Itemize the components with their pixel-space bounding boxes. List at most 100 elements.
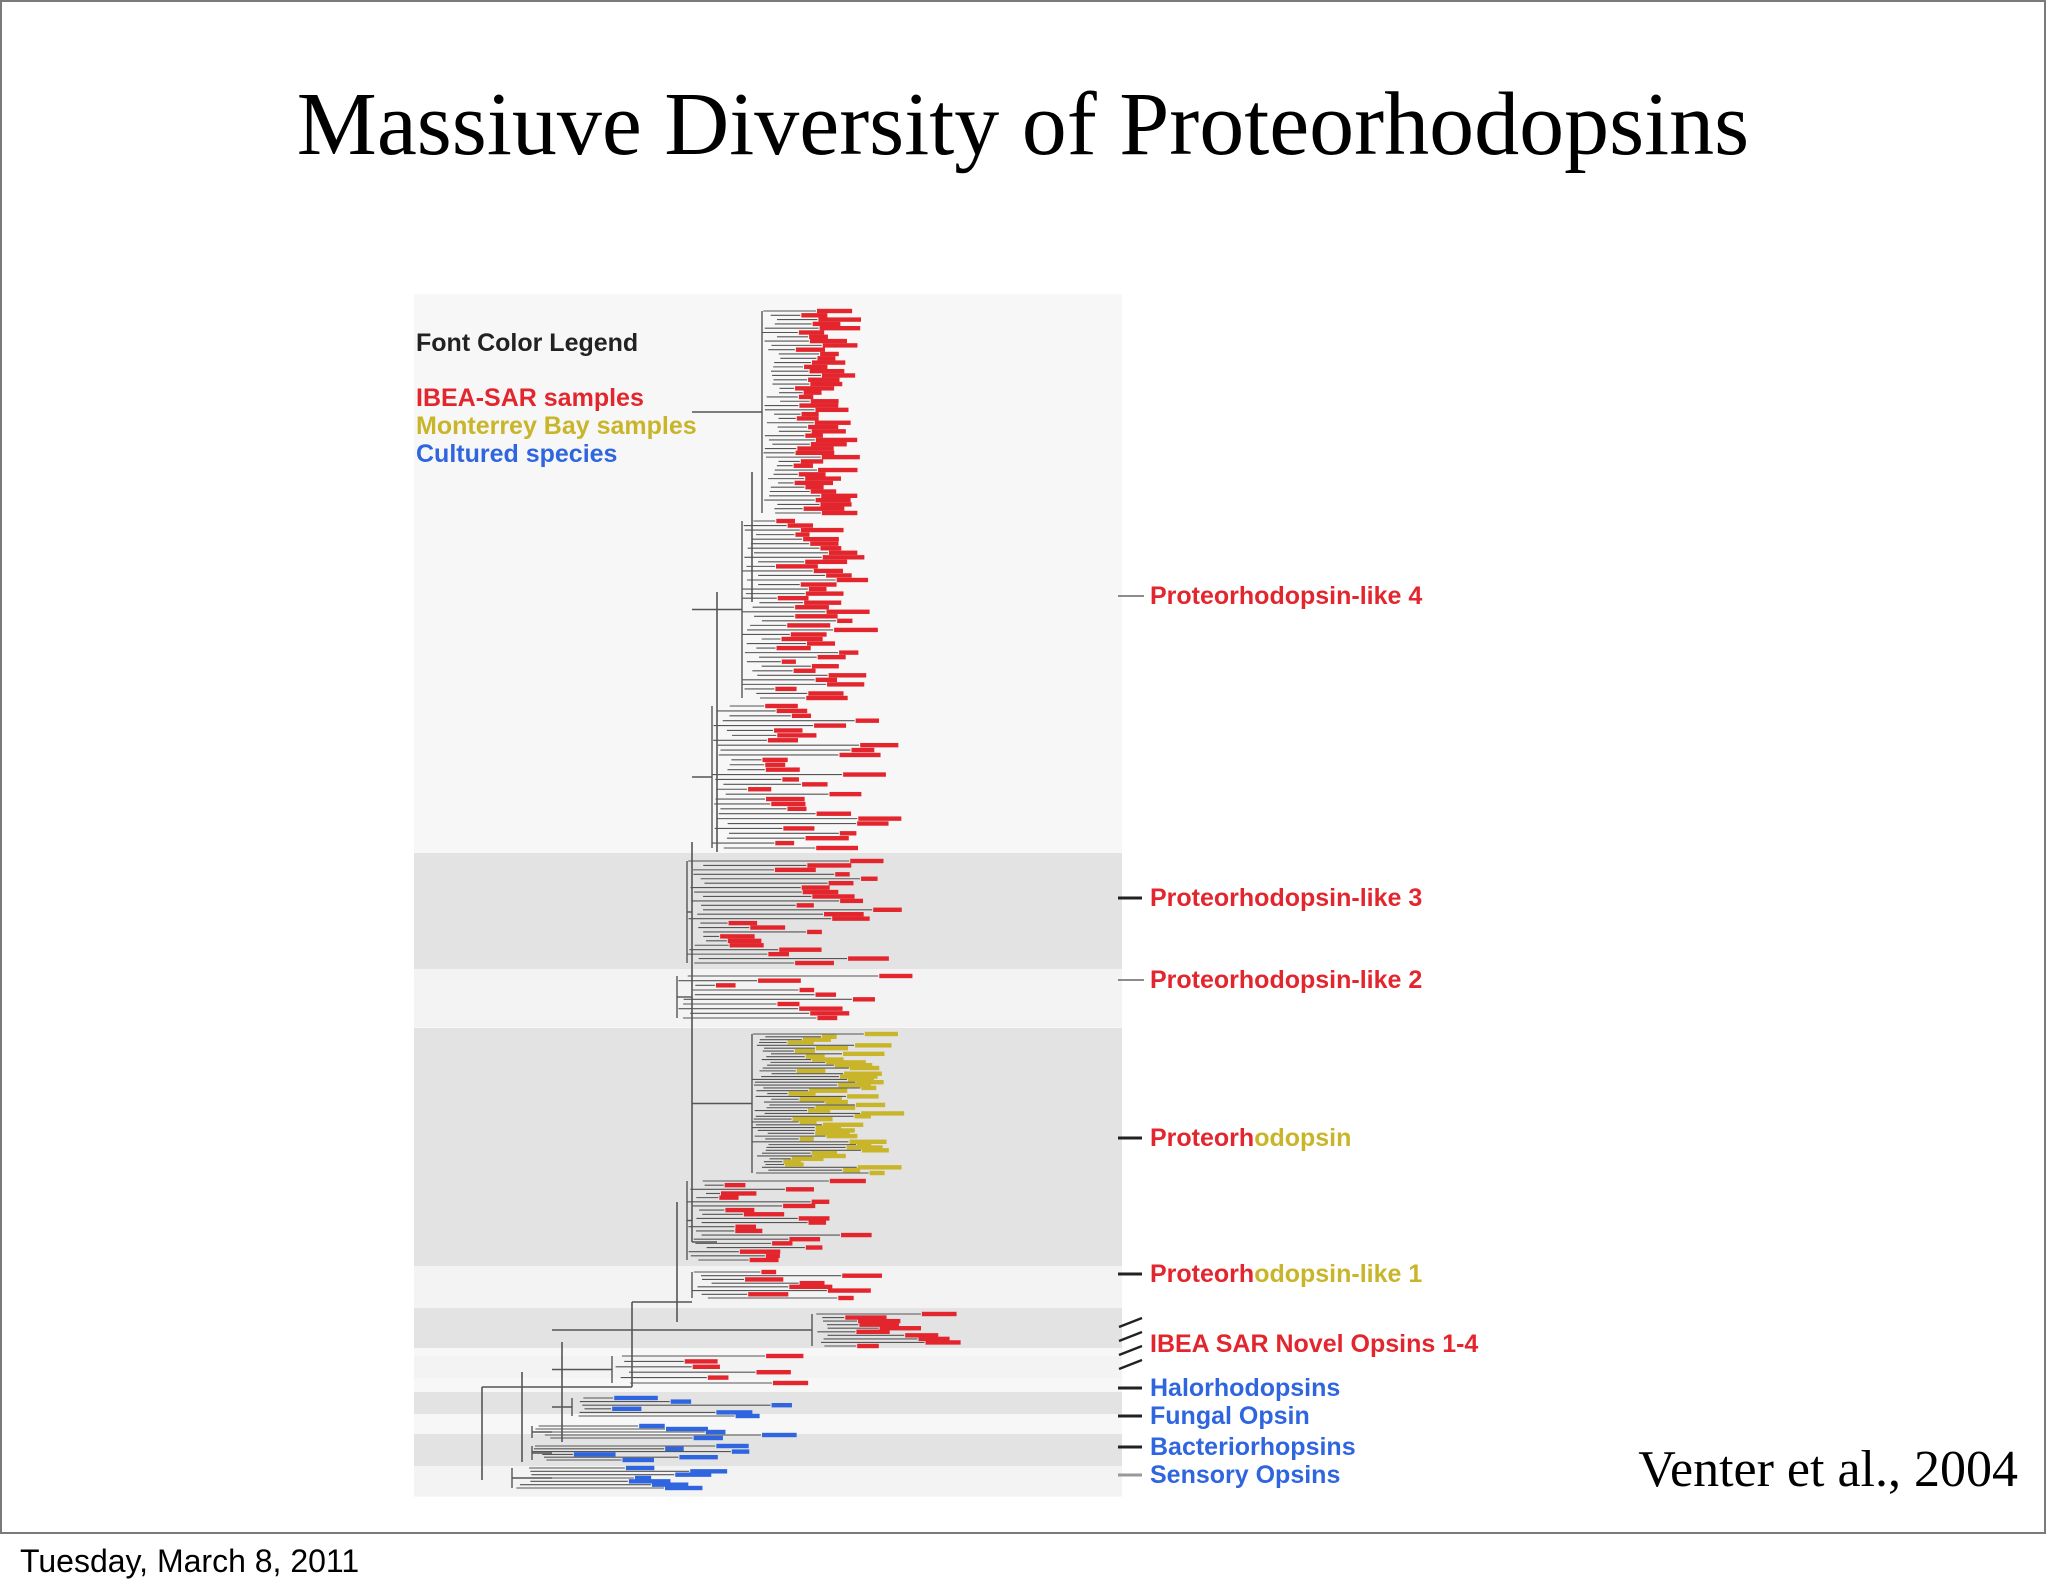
tip-label-mark xyxy=(850,858,884,864)
tip-label-mark xyxy=(838,1082,871,1088)
tip-label-mark xyxy=(810,489,837,494)
tip-label-mark xyxy=(818,317,862,322)
clade-label-part: Halorhodopsins xyxy=(1150,1374,1340,1402)
tip-label-mark xyxy=(808,691,844,696)
tip-label-mark xyxy=(796,903,814,908)
tip-label-mark xyxy=(809,334,828,339)
tip-label-mark xyxy=(799,987,815,993)
tip-label-mark xyxy=(745,1277,784,1282)
tree-tip-labels xyxy=(573,308,961,1491)
tip-label-mark xyxy=(768,951,789,957)
tip-label-mark xyxy=(715,983,736,988)
tip-label-mark xyxy=(801,885,830,890)
clade-label-part: Proteorh xyxy=(1150,1260,1254,1288)
tip-label-mark xyxy=(802,1037,831,1042)
tip-label-mark xyxy=(852,997,875,1002)
tip-label-mark xyxy=(731,1449,750,1454)
clade-cluster-sensory xyxy=(511,1467,690,1489)
tip-label-mark xyxy=(857,821,889,826)
tip-label-mark xyxy=(799,1280,825,1286)
tip-label-mark xyxy=(767,738,799,743)
tip-label-mark xyxy=(815,1125,842,1130)
tip-label-mark xyxy=(807,641,836,646)
tip-label-mark xyxy=(851,747,875,753)
tip-label-mark xyxy=(762,1432,797,1438)
clade-label-part: Bacteriorhopsins xyxy=(1150,1433,1356,1461)
tip-label-mark xyxy=(826,1133,858,1139)
tip-label-mark xyxy=(774,728,803,733)
tip-label-mark xyxy=(761,1269,777,1275)
tip-label-mark xyxy=(781,636,823,642)
tip-label-mark xyxy=(860,742,899,748)
tip-label-mark xyxy=(790,632,827,637)
tip-label-mark xyxy=(808,1220,827,1225)
tip-label-mark xyxy=(800,527,844,533)
tip-label-mark xyxy=(828,673,867,678)
tip-label-mark xyxy=(861,1111,905,1116)
tip-label-mark xyxy=(794,480,834,486)
clade-label-part: odopsin-like 1 xyxy=(1254,1260,1422,1288)
clade-labels: Proteorhodopsin-like 4Proteorhodopsin-li… xyxy=(1118,582,1478,1489)
clade-label-part: Proteorhodopsin-like 3 xyxy=(1150,884,1422,912)
clade-cluster-pr-ibea xyxy=(686,1180,841,1261)
tip-label-mark xyxy=(573,1452,616,1457)
tip-label-mark xyxy=(799,1006,843,1011)
clade-cluster-halo xyxy=(552,1397,771,1417)
tip-label-mark xyxy=(735,1228,763,1234)
tip-label-mark xyxy=(815,1128,855,1133)
tip-label-mark xyxy=(777,595,809,601)
tip-label-mark xyxy=(815,1045,849,1051)
tip-label-mark xyxy=(808,424,839,430)
tip-label-mark xyxy=(788,1091,816,1096)
tip-label-mark xyxy=(828,550,858,555)
tip-label-mark xyxy=(822,555,865,560)
tip-label-mark xyxy=(724,1182,746,1188)
clade-label-ibea-novel: IBEA SAR Novel Opsins 1-4 xyxy=(1150,1330,1478,1358)
tip-label-mark xyxy=(834,1063,873,1068)
tip-label-mark xyxy=(787,523,814,528)
tip-label-mark xyxy=(801,411,819,417)
tip-label-mark xyxy=(814,420,851,425)
tip-label-mark xyxy=(834,627,878,633)
tip-label-mark xyxy=(720,934,755,939)
tip-label-mark xyxy=(820,546,842,551)
tip-label-mark xyxy=(861,1085,877,1091)
tip-label-mark xyxy=(707,1375,729,1380)
tip-label-mark xyxy=(827,1288,871,1293)
tip-label-mark xyxy=(799,1119,817,1125)
tip-label-mark xyxy=(782,777,799,782)
clade-cluster-pl4a xyxy=(692,310,822,514)
tip-label-mark xyxy=(859,1322,899,1327)
clade-label-halorhodopsins: Halorhodopsins xyxy=(1150,1374,1340,1402)
tip-label-mark xyxy=(827,682,865,687)
tip-label-mark xyxy=(861,876,878,881)
tip-label-mark xyxy=(857,1142,872,1147)
clade-band-8 xyxy=(414,1466,1122,1496)
tip-label-mark xyxy=(719,1195,739,1200)
phylogenetic-tree-figure: Font Color Legend IBEA-SAR samplesMonterr… xyxy=(414,294,1478,1497)
footer-date: Tuesday, March 8, 2011 xyxy=(20,1543,360,1579)
tip-label-mark xyxy=(791,713,812,718)
tip-label-mark xyxy=(802,782,828,787)
tip-label-mark xyxy=(675,1472,712,1477)
citation: Venter et al., 2004 xyxy=(1638,1441,2018,1498)
tip-label-mark xyxy=(824,912,864,917)
tip-label-mark xyxy=(807,863,852,868)
tip-label-mark xyxy=(811,664,839,669)
tip-label-mark xyxy=(776,564,818,569)
tip-label-mark xyxy=(811,360,846,365)
tip-label-mark xyxy=(628,1479,671,1484)
tip-label-mark xyxy=(810,442,847,447)
clade-tick xyxy=(1118,1316,1143,1329)
clade-cluster-pl1 xyxy=(691,1271,842,1299)
tip-label-mark xyxy=(813,568,843,574)
clade-label-pr-like-4: Proteorhodopsin-like 4 xyxy=(1150,582,1422,610)
tip-label-mark xyxy=(795,960,834,966)
tip-label-mark xyxy=(841,1232,872,1238)
tip-label-mark xyxy=(766,1353,804,1359)
tip-label-mark xyxy=(810,381,843,387)
tip-label-mark xyxy=(748,1292,789,1297)
clade-label-part: Proteorh xyxy=(1150,1124,1254,1152)
tip-label-mark xyxy=(812,894,855,899)
tip-label-mark xyxy=(804,364,828,370)
